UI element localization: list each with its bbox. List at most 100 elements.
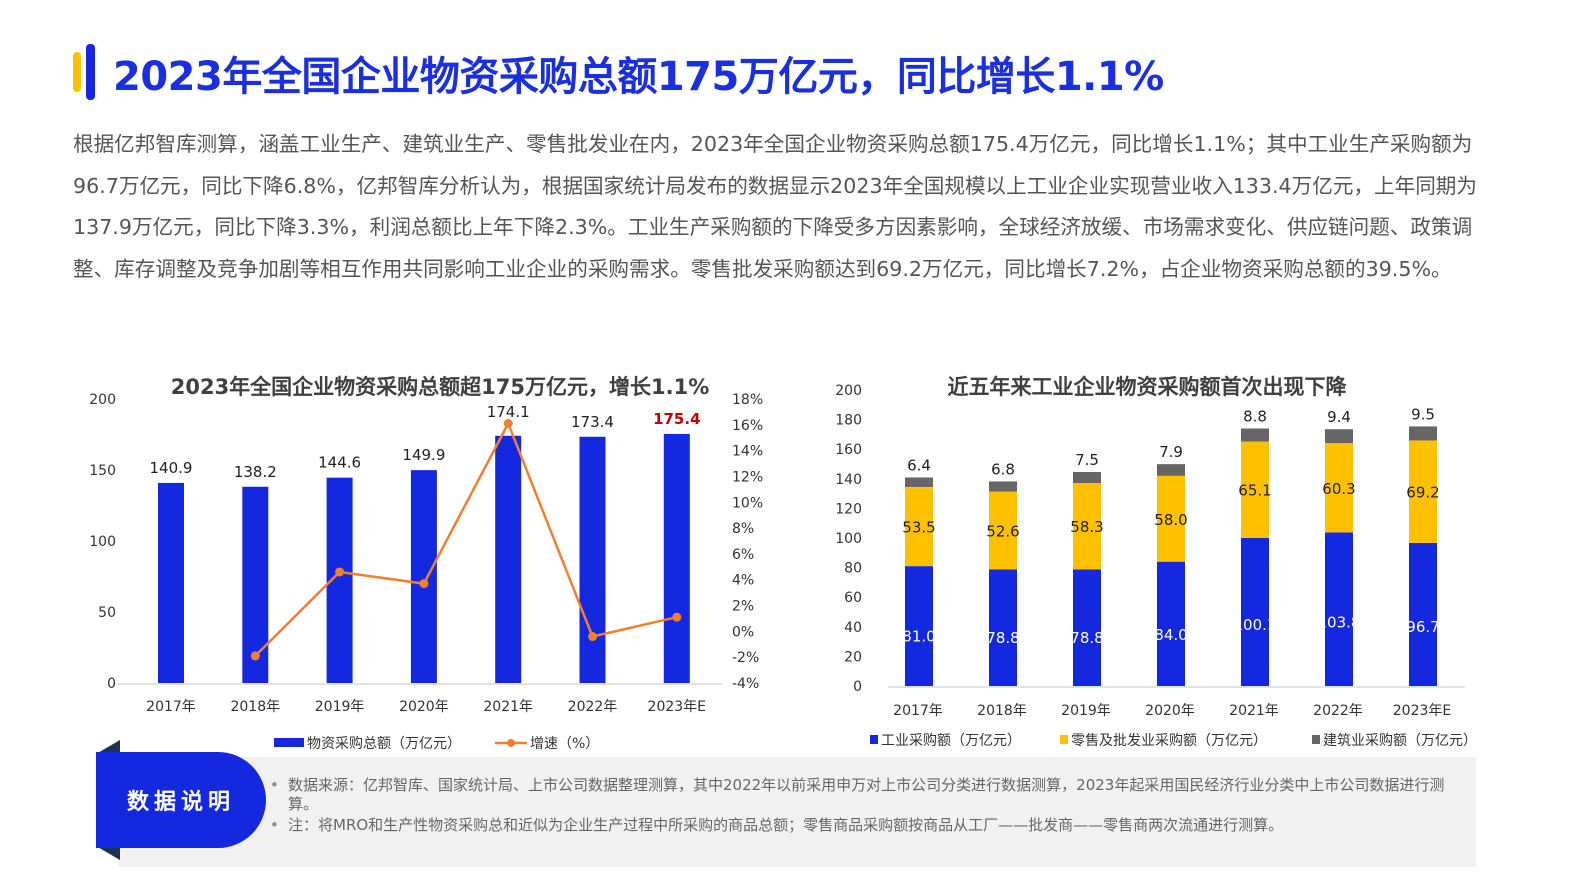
chart1-y2-tick: 8% [732,521,754,537]
note-definition: 注：将MRO和生产性物资采购总和近似为企业生产过程中所采购的商品总额；零售商品采… [270,816,1470,835]
chart2-y-tick: 120 [835,501,862,517]
chart1-bar [410,470,437,683]
chart1-growth-point [335,567,345,577]
chart2-bar-segment [1241,537,1269,686]
chart1-bar [495,435,522,683]
chart2-bar-segment [1157,561,1185,686]
chart1-bar-label: 140.9 [150,459,193,477]
chart2-y-tick: 0 [853,679,862,695]
chart1-bar-label: 173.4 [571,413,614,431]
chart2-x-tick: 2019年 [1061,703,1111,719]
chart2-segment-label: 60.3 [1322,480,1355,498]
chart1-bar [158,482,184,683]
chart2-legend-swatch [870,735,878,744]
chart1-y-tick: 50 [98,605,116,621]
chart2-segment-label: 100.1 [1234,616,1277,634]
chart2-bar-segment [989,569,1017,686]
chart2-segment-label: 9.5 [1411,405,1435,423]
chart1-legend-label: 物资采购总额（万亿元） [307,736,461,752]
badge-fold-top [96,740,120,754]
chart1-bar [663,433,690,683]
chart2-bar-segment [1409,440,1437,543]
title-accent-yellow [73,52,81,92]
chart1-y-tick: 100 [89,534,116,550]
chart2-segment-label: 58.3 [1070,518,1103,536]
title-accent-blue [86,44,95,100]
chart1-y2-tick: 16% [732,418,763,434]
chart2-segment-label: 103.8 [1318,613,1361,631]
chart2-bar-segment [1409,542,1437,686]
chart1-bar-label: 149.9 [402,446,445,464]
chart2-segment-label: 6.8 [991,460,1015,478]
chart2-y-tick: 80 [844,561,862,577]
chart2-x-tick: 2020年 [1145,703,1195,719]
chart2-legend-label: 零售及批发业采购额（万亿元） [1071,733,1267,749]
chart1-bar-label: 144.6 [318,454,361,472]
chart2-bar-segment [905,486,933,567]
chart2-segment-label: 81.0 [902,628,935,646]
chart2-bar-segment [1073,569,1101,686]
chart1-y2-tick: -4% [732,676,759,692]
chart1-y-tick: 0 [107,676,116,692]
chart1-y-tick: 200 [89,392,116,408]
chart1-x-tick: 2023年E [648,699,706,715]
chart2-y-tick: 140 [835,472,862,488]
chart1-x-tick: 2022年 [568,699,618,715]
chart1-growth-point [250,651,260,661]
chart2-segment-label: 65.1 [1238,482,1271,500]
chart1-bar-label: 174.1 [487,403,530,421]
chart2-x-tick: 2023年E [1393,703,1451,719]
chart1-x-tick: 2020年 [399,699,449,715]
chart1-title: 2023年全国企业物资采购总额超175万亿元，增长1.1% [171,375,710,399]
chart2-y-tick: 60 [844,590,862,606]
chart1-x-tick: 2018年 [230,699,280,715]
chart1-bar-label: 175.4 [653,410,700,428]
chart2-segment-label: 7.5 [1075,451,1099,469]
chart1-x-tick: 2017年 [146,699,196,715]
chart2-legend-label: 建筑业采购额（万亿元） [1323,733,1477,749]
chart1-y2-tick: 14% [732,444,763,460]
chart2-bar-segment [989,491,1017,570]
chart1-y2-tick: 2% [732,599,754,615]
chart2-x-tick: 2021年 [1229,703,1279,719]
chart1-y2-tick: 10% [732,495,763,511]
chart1-y2-tick: 4% [732,573,754,589]
data-notes-badge: 数据说明 [96,752,266,848]
chart2-bar-segment [1241,428,1269,442]
chart2-bar-segment [1157,464,1185,476]
chart2-segment-label: 96.7 [1406,618,1439,636]
chart2-segment-label: 78.8 [1070,629,1103,647]
chart2-legend-swatch [1060,735,1068,744]
chart2-bar-segment [989,481,1017,492]
chart2-segment-label: 52.6 [986,522,1019,540]
chart1-growth-point [672,612,682,622]
chart2-bar-segment [1325,532,1353,686]
chart2-segment-label: 69.2 [1406,484,1439,502]
chart1-x-tick: 2019年 [315,699,365,715]
chart2-segment-label: 78.8 [986,629,1019,647]
chart2-legend-label: 工业采购额（万亿元） [881,733,1021,749]
chart2-legend-swatch [1312,735,1320,744]
chart1-y2-tick: -2% [732,650,759,666]
chart2-segment-label: 58.0 [1154,511,1187,529]
data-notes-list: 数据来源：亿邦智库、国家统计局、上市公司数据整理测算，其中2022年以前采用申万… [270,776,1470,837]
chart2-segment-label: 8.8 [1243,407,1267,425]
badge-fold-bottom [96,846,120,860]
chart1-growth-point [503,419,513,429]
chart2-segment-label: 53.5 [902,519,935,537]
chart2-bar-segment [905,566,933,686]
chart1-bar [242,486,269,683]
note-source: 数据来源：亿邦智库、国家统计局、上市公司数据整理测算，其中2022年以前采用申万… [270,776,1470,814]
chart1-growth-line [254,420,678,657]
chart1-legend-swatch-point [507,739,515,747]
page-title: 2023年全国企业物资采购总额175万亿元，同比增长1.1% [113,54,1164,100]
chart2-bar-segment [1157,475,1185,562]
chart2-segment-label: 7.9 [1159,443,1183,461]
chart1-y2-tick: 18% [732,392,763,408]
chart2-y-tick: 180 [835,413,862,429]
chart2-title: 近五年来工业企业物资采购额首次出现下降 [948,375,1348,399]
chart1-growth-point [588,632,597,642]
chart1-growth-point [419,579,429,589]
chart2-x-tick: 2018年 [977,703,1027,719]
chart1-bar [579,436,606,683]
